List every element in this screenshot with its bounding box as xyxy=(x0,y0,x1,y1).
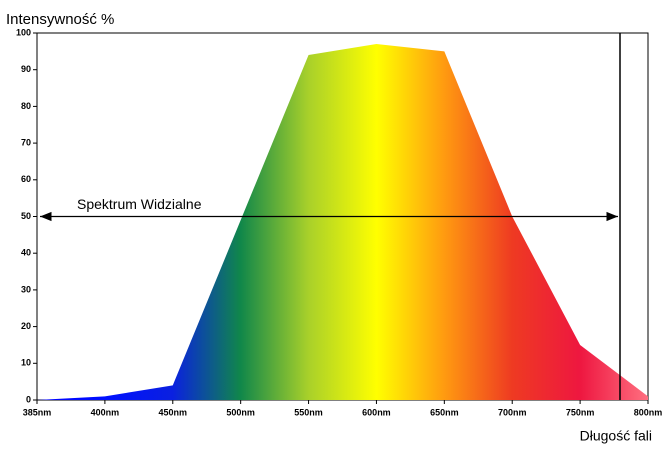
y-tick-label: 100 xyxy=(16,27,31,37)
y-tick-label: 0 xyxy=(26,394,31,404)
y-tick-label: 50 xyxy=(21,211,31,221)
x-axis-label: Długość fali xyxy=(580,428,652,444)
plot: 0 10 20 30 40 50 60 70 80 90 100 385nm 400nm 450nm 500… xyxy=(16,27,662,417)
x-tick-label: 750nm xyxy=(566,407,595,417)
x-tick-label: 500nm xyxy=(226,407,255,417)
y-tick-label: 20 xyxy=(21,321,31,331)
chart-title: Intensywność % xyxy=(6,11,114,28)
spectrum-area xyxy=(37,44,648,400)
x-tick-label: 600nm xyxy=(362,407,391,417)
y-tick-label: 40 xyxy=(21,248,31,258)
y-tick-label: 30 xyxy=(21,284,31,294)
y-tick-label: 60 xyxy=(21,174,31,184)
y-tick-label: 80 xyxy=(21,101,31,111)
x-tick-label: 550nm xyxy=(294,407,323,417)
annotation: Spektrum Widzialne xyxy=(77,196,202,212)
y-tick-label: 70 xyxy=(21,137,31,147)
y-tick-label: 90 xyxy=(21,64,31,74)
y-tick-label: 10 xyxy=(21,358,31,368)
x-tick-label: 650nm xyxy=(430,407,459,417)
x-tick-label: 800nm xyxy=(634,407,663,417)
x-tick-label: 385nm xyxy=(23,407,52,417)
x-tick-label: 700nm xyxy=(498,407,527,417)
x-tick-label: 450nm xyxy=(159,407,188,417)
x-tick-label: 400nm xyxy=(91,407,120,417)
